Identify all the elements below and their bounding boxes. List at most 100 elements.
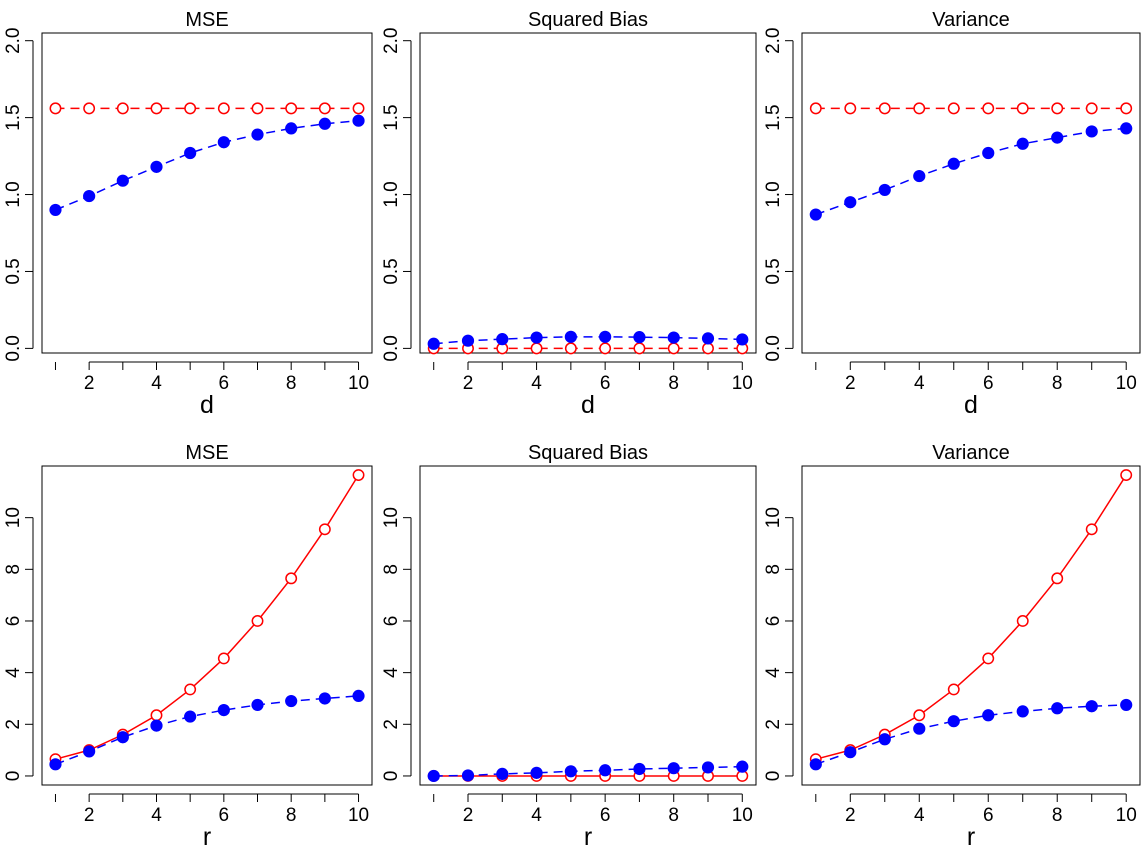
y-tick-label: 6 (763, 616, 784, 627)
x-tick-label: 10 (348, 373, 369, 394)
y-tick-label: 8 (381, 564, 402, 575)
series-2 (427, 330, 749, 350)
y-tick-label: 0 (3, 771, 24, 782)
x-axis: 2 4 6 8 10 (815, 361, 1137, 394)
data-point (318, 117, 331, 130)
x-tick-label: 4 (531, 805, 542, 826)
data-point (352, 114, 365, 127)
y-tick-label: 2 (763, 719, 784, 730)
data-point (633, 342, 646, 355)
plot-frame (41, 32, 373, 354)
data-point (982, 652, 995, 665)
data-point (1085, 700, 1098, 713)
data-point (150, 719, 163, 732)
series-line (55, 695, 359, 766)
y-axis: 0 2 4 6 8 10 (763, 507, 794, 781)
x-tick-label: 2 (463, 805, 474, 826)
data-point (352, 689, 365, 702)
y-tick-label: 2.0 (381, 27, 402, 53)
x-tick-label: 8 (668, 373, 679, 394)
data-point (599, 330, 612, 343)
y-tick-label: 2 (381, 719, 402, 730)
x-axis: 2 4 6 8 10 (815, 793, 1137, 826)
data-point (701, 761, 715, 774)
data-point (844, 196, 857, 209)
chart-panel-4: MSE 2 4 6 8 10 r 0 2 4 6 8 10 (3, 442, 373, 850)
data-point (530, 331, 543, 344)
data-point (461, 769, 475, 782)
series-2 (49, 689, 365, 771)
x-tick-label: 8 (1052, 373, 1063, 394)
y-tick-label: 4 (381, 667, 402, 678)
data-point (49, 758, 62, 771)
data-point (667, 762, 680, 775)
x-tick-label: 4 (914, 373, 925, 394)
y-tick-label: 0.5 (763, 258, 784, 284)
data-point (116, 174, 129, 187)
data-point (913, 102, 926, 115)
plot-frame (419, 32, 757, 354)
data-point (913, 709, 926, 722)
x-axis-label: d (964, 391, 978, 419)
data-point (285, 572, 298, 585)
data-point (1051, 702, 1064, 715)
data-point (352, 469, 365, 481)
series-line (433, 765, 743, 777)
y-tick-label: 0.5 (3, 258, 24, 284)
data-point (184, 102, 197, 115)
data-point (633, 331, 646, 344)
chart-panel-1: MSE 2 4 6 8 10 d 0.0 0.5 1.0 1.5 2.0 (3, 9, 373, 419)
y-tick-label: 6 (3, 616, 24, 627)
data-point (150, 160, 163, 173)
data-point (285, 122, 298, 135)
x-tick-label: 6 (983, 373, 994, 394)
series-1 (809, 102, 1133, 115)
data-point (1016, 615, 1029, 627)
plot-frame (801, 465, 1141, 786)
y-tick-label: 1.5 (381, 104, 402, 130)
x-tick-label: 6 (983, 805, 994, 826)
data-point (701, 332, 715, 345)
data-point (564, 342, 577, 355)
y-tick-label: 0.0 (3, 335, 24, 361)
data-point (1120, 698, 1133, 712)
panel-title: MSE (185, 442, 228, 464)
data-point (947, 683, 960, 696)
data-point (251, 102, 264, 115)
data-point (667, 331, 680, 344)
series-line (433, 336, 743, 345)
data-point (116, 731, 129, 744)
data-point (982, 146, 995, 160)
x-tick-label: 6 (219, 373, 230, 394)
y-tick-label: 10 (3, 507, 24, 528)
data-point (217, 136, 230, 149)
data-point (217, 102, 230, 115)
chart-panel-6: Variance 2 4 6 8 10 r 0 2 4 6 8 10 (763, 442, 1141, 850)
data-point (1051, 102, 1064, 115)
x-tick-label: 4 (914, 805, 925, 826)
y-axis: 0.0 0.5 1.0 1.5 2.0 (381, 27, 412, 362)
data-point (1016, 137, 1029, 150)
data-point (1016, 705, 1029, 718)
data-point (982, 102, 995, 115)
x-tick-label: 6 (600, 805, 611, 826)
x-tick-label: 6 (219, 805, 230, 826)
data-point (461, 334, 475, 347)
data-point (1051, 131, 1064, 144)
data-point (1120, 102, 1133, 115)
data-point (116, 102, 129, 115)
data-point (599, 342, 612, 355)
x-tick-label: 2 (463, 373, 474, 394)
data-point (633, 762, 646, 776)
data-point (318, 102, 331, 115)
data-point (947, 715, 960, 728)
panel-title: Squared Bias (528, 9, 648, 31)
data-point (427, 769, 440, 783)
series-2 (809, 122, 1133, 221)
x-tick-label: 4 (151, 805, 162, 826)
data-point (285, 102, 298, 115)
data-point (878, 102, 891, 115)
plot-frame (801, 32, 1141, 354)
series-1 (427, 342, 749, 355)
y-tick-label: 0.5 (381, 258, 402, 284)
